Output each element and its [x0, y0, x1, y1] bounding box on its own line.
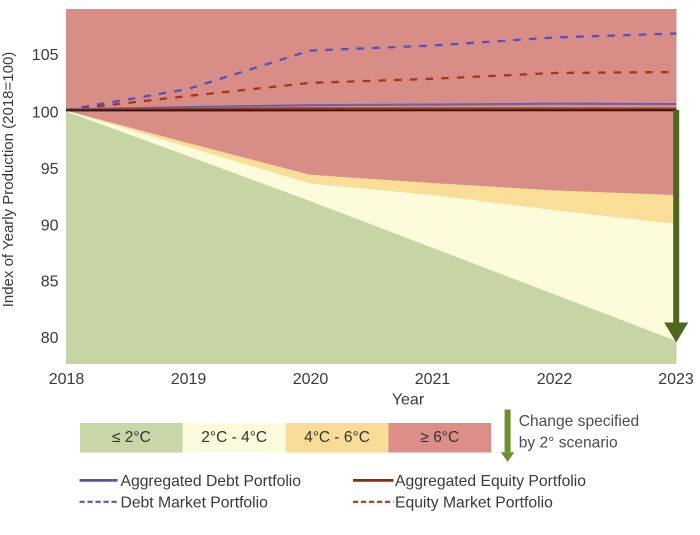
svg-text:80: 80	[41, 330, 59, 347]
svg-text:95: 95	[41, 161, 59, 178]
svg-text:Year: Year	[392, 392, 425, 409]
svg-text:Equity Market Portfolio: Equity Market Portfolio	[395, 495, 553, 512]
svg-text:105: 105	[32, 47, 59, 64]
svg-text:85: 85	[41, 274, 59, 291]
svg-text:90: 90	[41, 217, 59, 234]
svg-text:2019: 2019	[171, 371, 207, 388]
svg-text:Aggregated Debt Portfolio: Aggregated Debt Portfolio	[121, 473, 302, 490]
svg-text:2022: 2022	[537, 371, 573, 388]
svg-text:Index of Yearly Production (20: Index of Yearly Production (2018=100)	[0, 52, 17, 308]
svg-text:2023: 2023	[658, 371, 694, 388]
svg-text:≤ 2°C: ≤ 2°C	[112, 429, 151, 446]
svg-text:2018: 2018	[49, 371, 85, 388]
svg-text:2021: 2021	[415, 371, 451, 388]
svg-text:100: 100	[32, 105, 59, 122]
svg-text:Aggregated Equity Portfolio: Aggregated Equity Portfolio	[395, 473, 586, 490]
svg-text:≥ 6°C: ≥ 6°C	[420, 429, 459, 446]
svg-text:2°C - 4°C: 2°C - 4°C	[201, 429, 267, 446]
svg-text:Change specified: Change specified	[519, 413, 640, 430]
svg-text:Debt Market Portfolio: Debt Market Portfolio	[121, 495, 269, 512]
svg-text:2020: 2020	[293, 371, 329, 388]
svg-text:by 2° scenario: by 2° scenario	[519, 435, 618, 452]
svg-text:4°C - 6°C: 4°C - 6°C	[304, 429, 370, 446]
